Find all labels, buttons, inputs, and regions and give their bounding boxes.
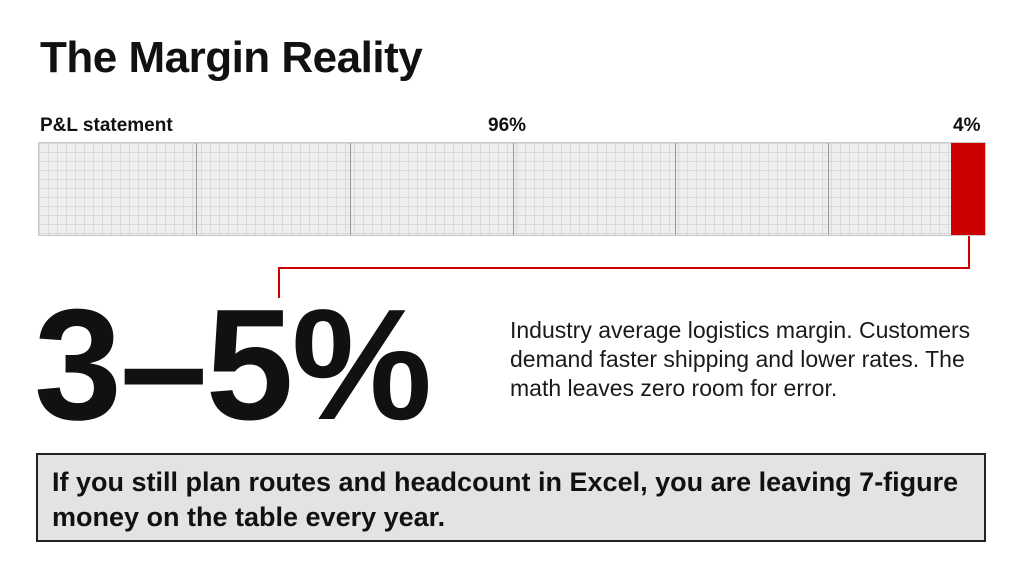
- slide-title: The Margin Reality: [40, 33, 423, 82]
- bar-divider: [513, 143, 514, 235]
- margin-percent-label: 4%: [953, 115, 981, 136]
- headline-stat: 3–5%: [34, 277, 432, 453]
- bar-divider: [675, 143, 676, 235]
- costs-percent-label: 96%: [488, 115, 527, 136]
- bar-divider: [196, 143, 197, 235]
- bar-divider: [828, 143, 829, 235]
- bar-label: P&L statement: [40, 115, 173, 136]
- callout-box: If you still plan routes and headcount i…: [36, 453, 986, 542]
- bar-divider: [350, 143, 351, 235]
- stat-description: Industry average logistics margin. Custo…: [510, 317, 971, 401]
- costs-segment: [39, 143, 951, 235]
- pnl-bar: [38, 142, 986, 236]
- margin-segment: [951, 143, 985, 235]
